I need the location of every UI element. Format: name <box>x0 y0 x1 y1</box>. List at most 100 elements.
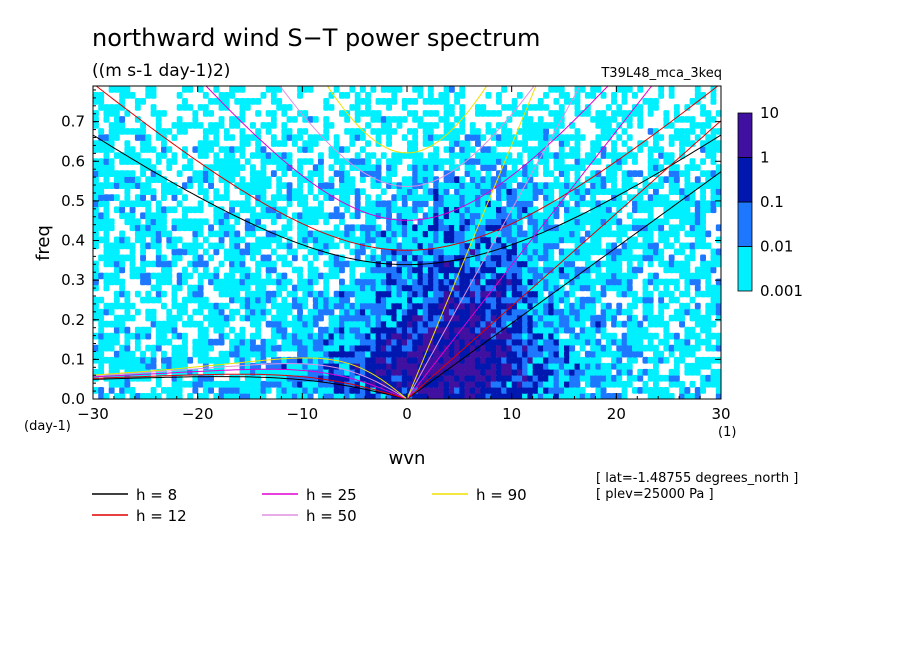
spectrum-cell <box>412 140 419 147</box>
spectrum-cell <box>260 260 267 268</box>
spectrum-cell <box>391 164 398 171</box>
spectrum-cell <box>464 158 471 165</box>
spectrum-cell <box>558 146 565 153</box>
spectrum-cell <box>579 368 586 376</box>
spectrum-cell <box>407 332 413 340</box>
spectrum-cell <box>265 176 272 183</box>
spectrum-cell <box>417 344 424 352</box>
spectrum-cell <box>401 278 408 286</box>
spectrum-cell <box>658 356 665 364</box>
spectrum-cell <box>694 302 701 310</box>
spectrum-cell <box>276 182 283 189</box>
spectrum-cell <box>548 308 555 316</box>
spectrum-cell <box>475 248 481 256</box>
spectrum-cell <box>333 320 340 328</box>
spectrum-cell <box>658 230 665 238</box>
spectrum-cell <box>407 224 413 232</box>
spectrum-cell <box>527 272 534 280</box>
spectrum-cell <box>239 296 246 304</box>
spectrum-cell <box>354 128 361 135</box>
spectrum-cell <box>605 242 612 250</box>
spectrum-cell <box>448 182 455 189</box>
spectrum-cell <box>223 332 230 340</box>
spectrum-cell <box>480 393 487 399</box>
spectrum-cell <box>333 266 340 274</box>
spectrum-cell <box>527 206 534 214</box>
spectrum-cell <box>600 314 607 322</box>
spectrum-cell <box>590 188 597 195</box>
spectrum-cell <box>595 110 602 117</box>
spectrum-cell <box>108 272 115 280</box>
spectrum-cell <box>595 122 602 129</box>
spectrum-cell <box>694 200 701 208</box>
spectrum-cell <box>558 296 565 304</box>
spectrum-cell <box>119 290 126 298</box>
spectrum-cell <box>422 110 429 117</box>
spectrum-cell <box>448 332 455 340</box>
spectrum-cell <box>265 242 272 250</box>
spectrum-cell <box>433 146 440 153</box>
spectrum-cell <box>176 278 183 286</box>
spectrum-cell <box>527 242 534 250</box>
spectrum-cell <box>653 98 659 105</box>
spectrum-cell <box>689 128 696 135</box>
spectrum-cell <box>422 140 429 147</box>
spectrum-cell <box>475 350 481 358</box>
spectrum-cell <box>532 248 539 256</box>
spectrum-cell <box>213 86 220 93</box>
spectrum-cell <box>511 248 518 256</box>
spectrum-cell <box>323 104 330 111</box>
spectrum-cell <box>349 374 356 382</box>
spectrum-cell <box>632 266 638 274</box>
spectrum-cell <box>202 218 209 226</box>
spectrum-cell <box>286 344 293 352</box>
spectrum-cell <box>485 206 492 214</box>
spectrum-cell <box>365 224 371 232</box>
spectrum-cell <box>270 248 277 256</box>
spectrum-cell <box>569 134 576 141</box>
spectrum-cell <box>475 278 481 286</box>
spectrum-cell <box>490 320 497 328</box>
spectrum-cell <box>501 326 508 334</box>
spectrum-cell <box>490 176 497 183</box>
spectrum-cell <box>647 152 654 159</box>
spectrum-cell <box>684 170 691 177</box>
spectrum-cell <box>161 212 167 220</box>
spectrum-cell <box>213 242 220 250</box>
spectrum-cell <box>318 206 324 214</box>
spectrum-cell <box>459 368 466 376</box>
spectrum-cell <box>605 284 612 292</box>
spectrum-cell <box>417 92 424 99</box>
spectrum-cell <box>396 320 403 328</box>
spectrum-cell <box>532 104 539 111</box>
spectrum-cell <box>260 368 267 376</box>
spectrum-cell <box>605 350 612 358</box>
spectrum-cell <box>480 284 487 292</box>
spectrum-cell <box>511 266 518 274</box>
spectrum-cell <box>119 393 126 399</box>
spectrum-cell <box>103 272 110 280</box>
spectrum-cell <box>401 260 408 268</box>
spectrum-cell <box>595 140 602 147</box>
spectrum-cell <box>475 110 481 117</box>
spectrum-cell <box>506 260 513 268</box>
spectrum-cell <box>705 206 712 214</box>
spectrum-cell <box>663 110 670 117</box>
spectrum-cell <box>616 344 623 352</box>
spectrum-cell <box>171 387 178 394</box>
spectrum-cell <box>511 230 518 238</box>
spectrum-cell <box>380 122 387 129</box>
spectrum-cell <box>192 206 199 214</box>
spectrum-cell <box>380 278 387 286</box>
spectrum-cell <box>302 218 309 226</box>
spectrum-cell <box>626 170 633 177</box>
spectrum-cell <box>673 308 680 316</box>
spectrum-cell <box>579 164 586 171</box>
x-tick-label: −30 <box>77 405 109 423</box>
spectrum-cell <box>323 308 330 316</box>
spectrum-cell <box>359 320 366 328</box>
spectrum-cell <box>459 146 466 153</box>
spectrum-cell <box>469 206 476 214</box>
spectrum-cell <box>386 326 392 334</box>
spectrum-cell <box>176 350 183 358</box>
